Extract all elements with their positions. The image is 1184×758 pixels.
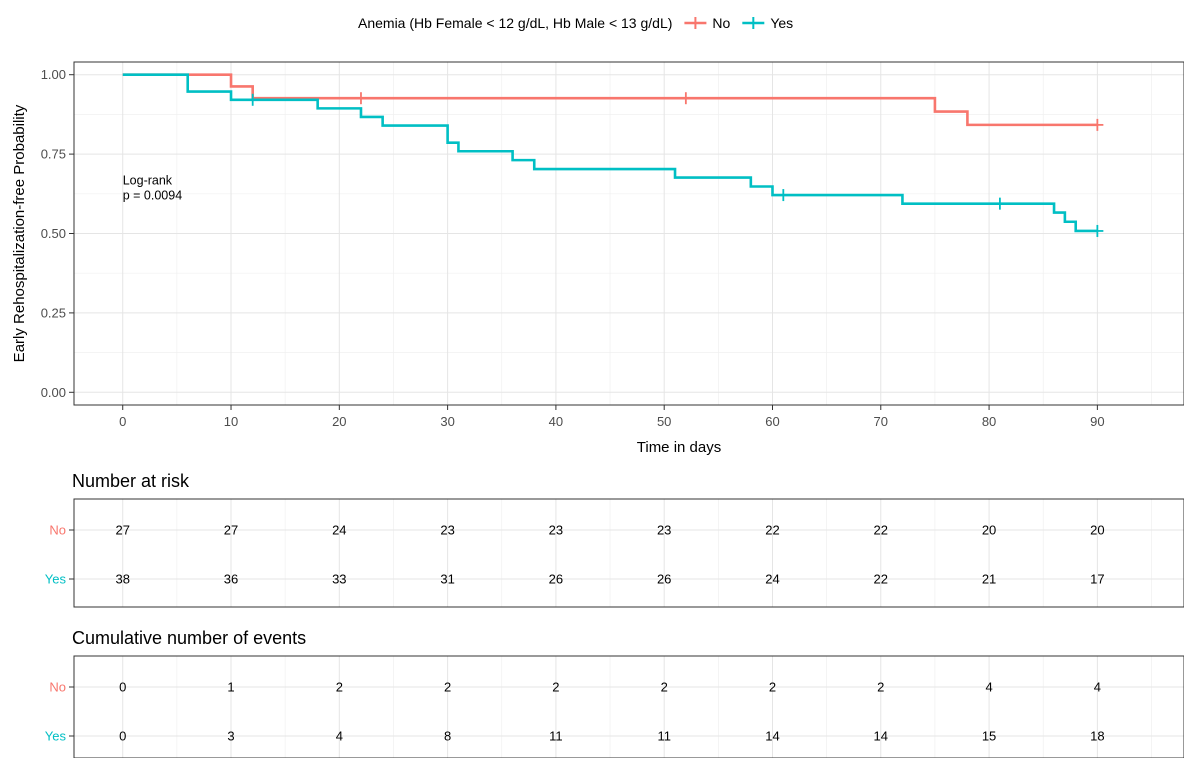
- table-title: Number at risk: [72, 471, 190, 491]
- table-cell: 0: [119, 729, 126, 744]
- x-tick-label: 70: [874, 414, 888, 429]
- table-cell: 8: [444, 729, 451, 744]
- plot-panel: [73, 61, 1184, 406]
- x-tick-label: 60: [765, 414, 779, 429]
- table-cell: 27: [224, 523, 238, 538]
- table-row-label: Yes: [45, 729, 67, 744]
- y-axis-title: Early Rehospitalization-free Probability: [11, 104, 28, 362]
- table-cell: 4: [1094, 680, 1101, 695]
- survival-curve-no: [122, 73, 1098, 127]
- y-tick-label: 0.25: [41, 305, 66, 320]
- legend-item-no: No: [684, 15, 731, 31]
- table-cell: 21: [982, 572, 996, 587]
- table-grid: [74, 656, 1184, 758]
- table-cell: 26: [657, 572, 671, 587]
- table-border: [73, 498, 1184, 608]
- y-tick-label: 0.00: [41, 385, 66, 400]
- survival-curve-yes: [122, 73, 1098, 233]
- x-tick-label: 50: [657, 414, 671, 429]
- table-cell: 14: [874, 729, 888, 744]
- table-row-yes: Yes 38 36 33 31 26 26 24 22 21 17: [45, 572, 1105, 587]
- table-row-no: No 27 27 24 23 23 23 22 22 20 20: [49, 523, 1104, 538]
- y-tick-label: 0.75: [41, 147, 66, 162]
- x-tick-label: 10: [224, 414, 238, 429]
- table-cell: 26: [549, 572, 563, 587]
- table-cell: 22: [874, 523, 888, 538]
- table-cell: 2: [444, 680, 451, 695]
- table-cell: 2: [769, 680, 776, 695]
- table-cell: 23: [657, 523, 671, 538]
- x-axis-title: Time in days: [637, 439, 721, 456]
- table-cell: 3: [227, 729, 234, 744]
- y-tick-label: 1.00: [41, 67, 66, 82]
- table-cell: 23: [549, 523, 563, 538]
- table-row-label: No: [49, 523, 66, 538]
- table-cell: 2: [552, 680, 559, 695]
- table-cell: 17: [1090, 572, 1104, 587]
- table-cell: 4: [336, 729, 343, 744]
- logrank-label: Log-rank: [123, 174, 173, 188]
- table-cell: 27: [115, 523, 129, 538]
- table-cell: 2: [336, 680, 343, 695]
- table-row-label: No: [49, 680, 66, 695]
- table-cell: 14: [765, 729, 779, 744]
- legend-item-yes: Yes: [742, 15, 793, 31]
- table-cell: 31: [440, 572, 454, 587]
- table-cell: 2: [877, 680, 884, 695]
- table-cell: 20: [982, 523, 996, 538]
- x-tick-label: 30: [440, 414, 454, 429]
- table-cell: 22: [874, 572, 888, 587]
- table-cell: 23: [440, 523, 454, 538]
- x-tick-label: 20: [332, 414, 346, 429]
- table-row-no: No 0 1 2 2 2 2 2 2 4 4: [49, 680, 1101, 695]
- x-tick-label: 0: [119, 414, 126, 429]
- series-no: [122, 73, 1104, 131]
- legend-label: No: [712, 15, 730, 31]
- table-row-label: Yes: [45, 572, 67, 587]
- series-yes: [122, 73, 1104, 237]
- table-cell: 11: [549, 729, 563, 744]
- table-cell: 20: [1090, 523, 1104, 538]
- table-title: Cumulative number of events: [72, 628, 306, 648]
- table-cell: 24: [765, 572, 779, 587]
- x-tick-label: 90: [1090, 414, 1104, 429]
- legend-title: Anemia (Hb Female < 12 g/dL, Hb Male < 1…: [358, 15, 672, 31]
- risk-table: Number at risk No 27 27 24 23 23 23 22 22 20 20 Yes 3…: [45, 471, 1184, 608]
- x-axis: 0 10 20 30 40 50 60 70 80 90 Time in days: [119, 405, 1105, 456]
- table-border: [73, 655, 1184, 758]
- x-tick-label: 40: [549, 414, 563, 429]
- table-cell: 15: [982, 729, 996, 744]
- y-tick-label: 0.50: [41, 226, 66, 241]
- table-cell: 0: [119, 680, 126, 695]
- table-cell: 11: [657, 729, 671, 744]
- table-grid: [74, 499, 1184, 607]
- table-cell: 2: [661, 680, 668, 695]
- table-cell: 18: [1090, 729, 1104, 744]
- table-cell: 36: [224, 572, 238, 587]
- legend-label: Yes: [770, 15, 793, 31]
- legend: Anemia (Hb Female < 12 g/dL, Hb Male < 1…: [358, 15, 793, 31]
- table-cell: 33: [332, 572, 346, 587]
- table-cell: 4: [985, 680, 992, 695]
- table-cell: 22: [765, 523, 779, 538]
- table-cell: 1: [227, 680, 234, 695]
- x-tick-label: 80: [982, 414, 996, 429]
- table-cell: 24: [332, 523, 346, 538]
- logrank-pvalue: p = 0.0094: [123, 189, 182, 203]
- table-cell: 38: [115, 572, 129, 587]
- y-axis: 0.00 0.25 0.50 0.75 1.00 Early Rehospitalizat…: [11, 67, 74, 400]
- table-row-yes: Yes 0 3 4 8 11 11 14 14 15 18: [45, 729, 1105, 744]
